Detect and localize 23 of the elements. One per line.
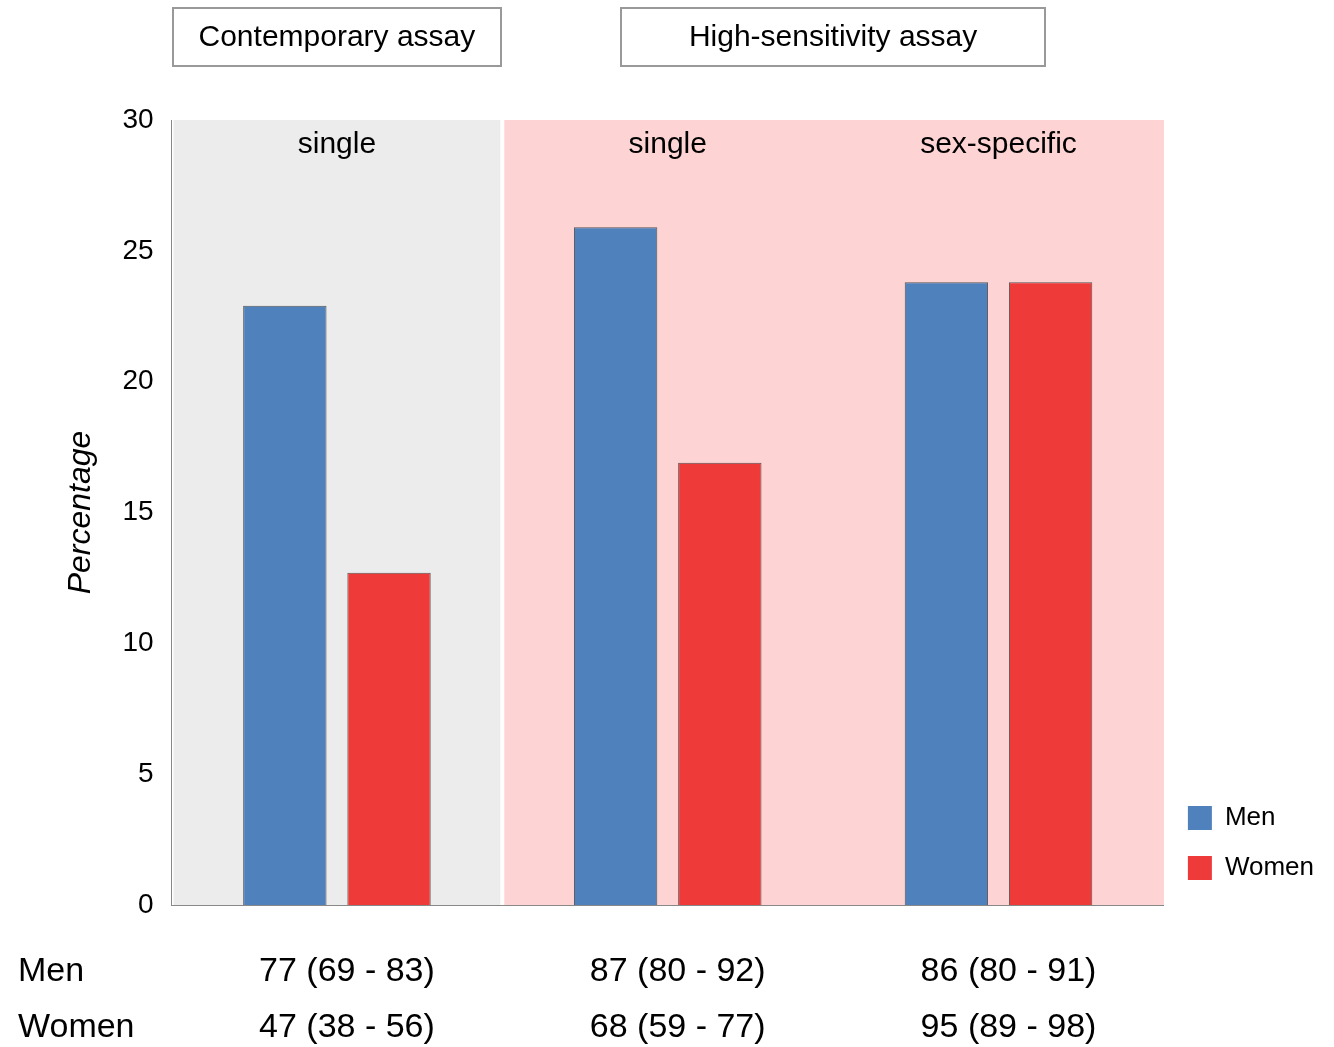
text: 77 (69 - 83) [259,950,435,989]
legend-label: Women [1224,851,1314,882]
x-tick-label: single [297,126,377,160]
x-tick-label: sex-specific [920,126,1077,160]
text: 86 (80 - 91) [920,950,1097,989]
y-tick-label: 30 [122,102,154,134]
y-tick-label: 15 [122,495,154,527]
y-tick-label: 0 [137,887,154,919]
x-tick-label: single [628,126,707,160]
band-label: Contemporary assay [171,7,502,67]
y-axis-title: Percentage [61,430,98,595]
y-tick-label: 25 [122,233,154,265]
legend-label: Men [1224,801,1276,832]
text: Women [18,1006,135,1045]
text: 87 (80 - 92) [589,950,766,989]
text: 47 (38 - 56) [259,1006,435,1045]
text: 68 (59 - 77) [589,1006,766,1045]
y-tick-label: 5 [137,756,154,788]
y-tick-label: 20 [122,364,154,396]
text: Men [18,950,85,989]
y-tick-label: 10 [122,626,154,658]
band-label: High-sensitivity assay [620,7,1047,67]
text: 95 (89 - 98) [920,1006,1097,1045]
